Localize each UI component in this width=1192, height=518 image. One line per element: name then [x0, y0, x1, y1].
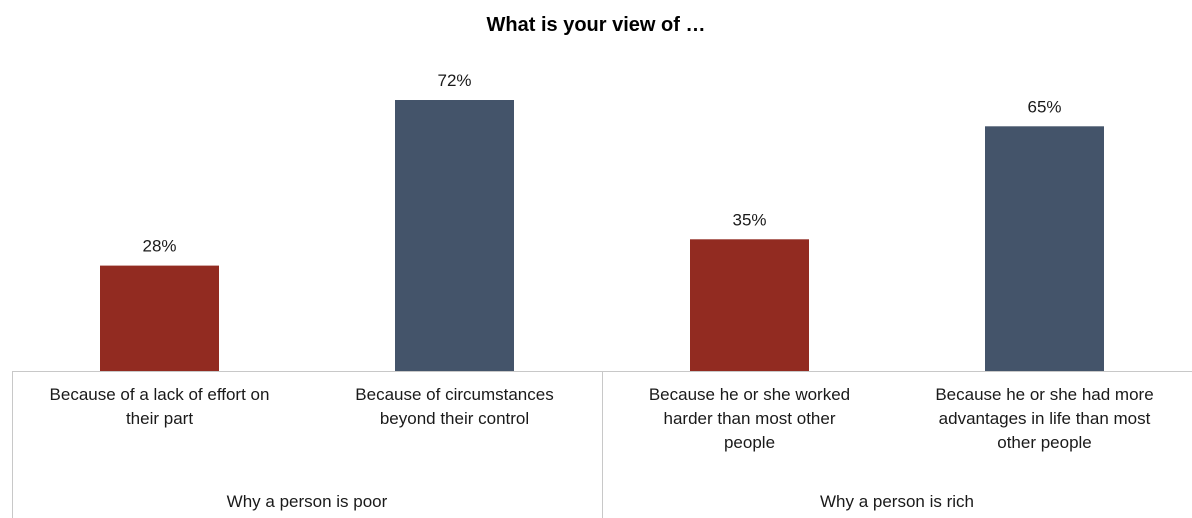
data-label-1: 28%	[142, 237, 176, 256]
chart-axes: Because of a lack of effort on their part…	[12, 371, 1192, 518]
category-label-1: Because of a lack of effort on their part	[50, 385, 270, 428]
bar-3	[690, 239, 809, 371]
data-label-4: 65%	[1027, 97, 1061, 116]
group-label-2: Why a person is rich	[820, 492, 974, 511]
category-label-4: Because he or she had more advantages in …	[935, 385, 1153, 452]
chart-marks: 28% 72% 35% 65%	[100, 71, 1104, 371]
data-label-3: 35%	[732, 210, 766, 229]
chart-title: What is your view of …	[487, 14, 706, 36]
bar-1	[100, 265, 219, 371]
bar-2	[395, 100, 514, 371]
category-label-2: Because of circumstances beyond their con…	[355, 385, 553, 428]
group-label-1: Why a person is poor	[227, 492, 388, 511]
bar-4	[985, 126, 1104, 371]
category-label-3: Because he or she worked harder than most…	[649, 385, 850, 452]
data-label-2: 72%	[437, 71, 471, 90]
